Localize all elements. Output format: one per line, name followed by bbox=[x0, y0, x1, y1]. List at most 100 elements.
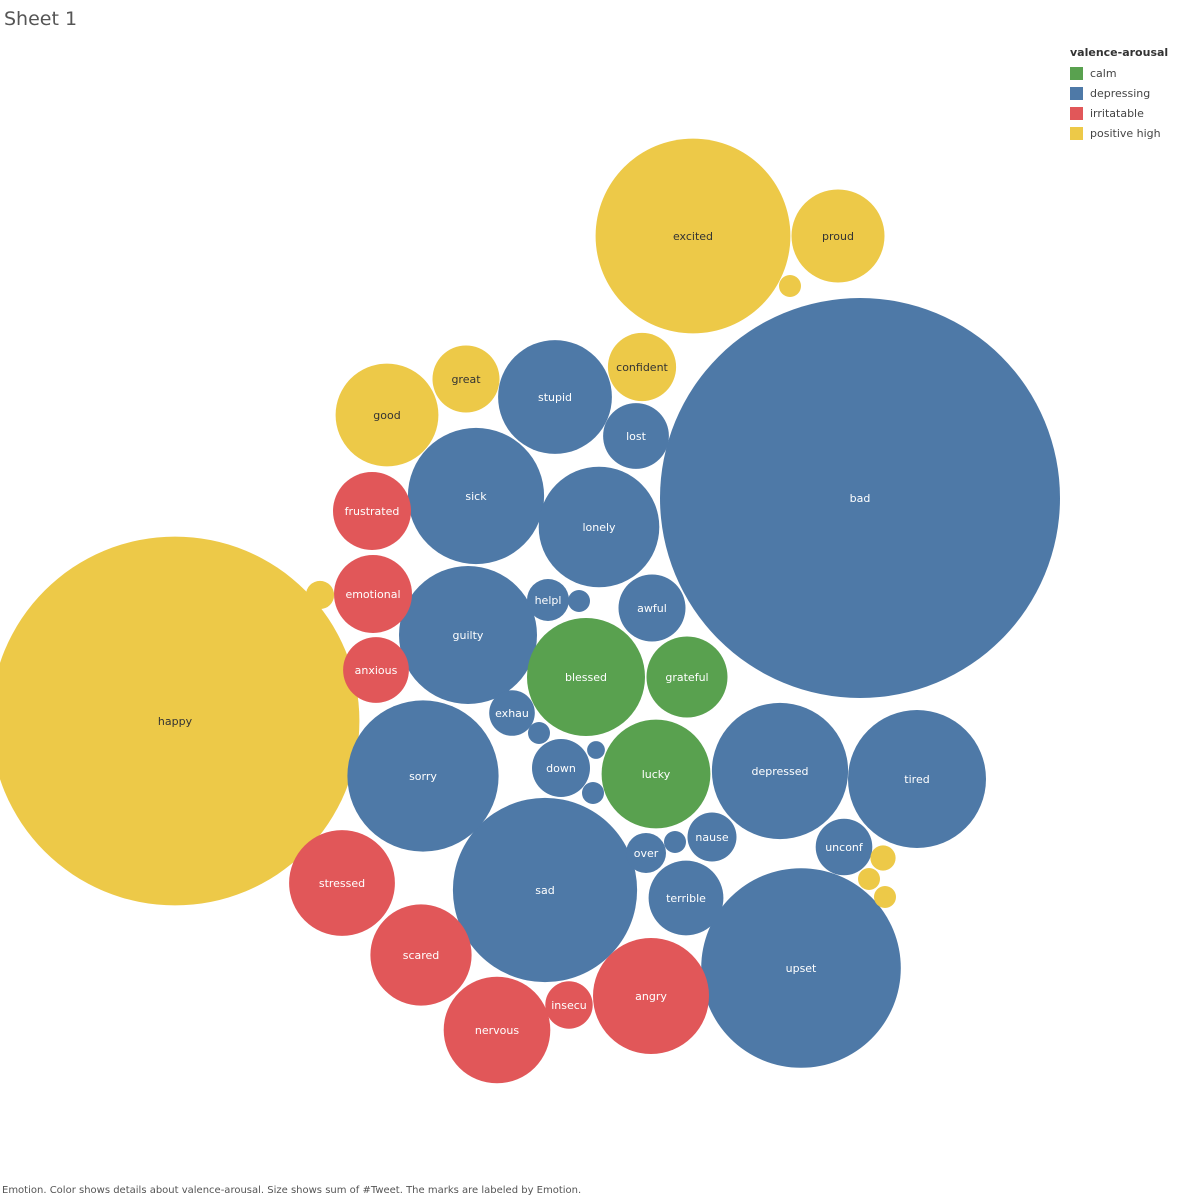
bubble-confident[interactable]: confident bbox=[607, 332, 677, 402]
bubble-tired[interactable]: tired bbox=[848, 710, 986, 848]
legend-item-depressing[interactable]: depressing bbox=[1070, 83, 1168, 103]
bubble-circle[interactable] bbox=[370, 904, 472, 1006]
bubble-circle[interactable] bbox=[527, 579, 569, 621]
bubble-blessed[interactable]: blessed bbox=[527, 618, 645, 736]
bubble-circle[interactable] bbox=[407, 427, 545, 565]
bubble-label: insecu bbox=[551, 999, 587, 1012]
bubble-circle[interactable] bbox=[595, 138, 791, 334]
bubble-circle[interactable] bbox=[701, 868, 901, 1068]
bubble-circle[interactable] bbox=[646, 636, 728, 718]
bubble-circle[interactable] bbox=[711, 702, 849, 840]
bubble-circle[interactable] bbox=[432, 345, 500, 413]
bubble-circle[interactable] bbox=[443, 976, 551, 1084]
bubble-circle[interactable] bbox=[582, 782, 604, 804]
legend-item-irritatable[interactable]: irritatable bbox=[1070, 103, 1168, 123]
bubble-circle[interactable] bbox=[603, 403, 669, 469]
bubble-circle[interactable] bbox=[870, 845, 896, 871]
bubble-circle[interactable] bbox=[687, 812, 737, 862]
bubble-helpl[interactable]: helpl bbox=[527, 579, 569, 621]
bubble-lonely[interactable]: lonely bbox=[538, 466, 660, 588]
bubble-depressed[interactable]: depressed bbox=[711, 702, 849, 840]
bubble-circle[interactable] bbox=[815, 818, 873, 876]
bubble-terrible[interactable]: terrible bbox=[648, 860, 724, 936]
bubble-sick[interactable]: sick bbox=[407, 427, 545, 565]
bubble-circle[interactable] bbox=[858, 868, 880, 890]
bubble-circle[interactable] bbox=[648, 860, 724, 936]
bubble-circle[interactable] bbox=[528, 722, 550, 744]
bubble-unlabeled[interactable] bbox=[858, 868, 880, 890]
bubble-circle[interactable] bbox=[399, 566, 537, 704]
bubble-circle[interactable] bbox=[532, 739, 590, 797]
bubble-sorry[interactable]: sorry bbox=[347, 700, 499, 852]
bubble-circle[interactable] bbox=[593, 938, 709, 1054]
bubble-upset[interactable]: upset bbox=[701, 868, 901, 1068]
bubble-excited[interactable]: excited bbox=[595, 138, 791, 334]
bubble-circle[interactable] bbox=[489, 690, 535, 736]
bubble-grateful[interactable]: grateful bbox=[646, 636, 728, 718]
bubble-proud[interactable]: proud bbox=[791, 189, 885, 283]
bubble-anxious[interactable]: anxious bbox=[343, 637, 409, 703]
bubble-circle[interactable] bbox=[527, 618, 645, 736]
bubble-circle[interactable] bbox=[305, 580, 335, 610]
bubble-circle[interactable] bbox=[498, 340, 612, 454]
bubble-frustrated[interactable]: frustrated bbox=[333, 472, 411, 550]
bubble-unlabeled[interactable] bbox=[874, 886, 896, 908]
bubble-nervous[interactable]: nervous bbox=[443, 976, 551, 1084]
bubble-label: frustrated bbox=[345, 505, 400, 518]
bubble-nause[interactable]: nause bbox=[687, 812, 737, 862]
bubble-label: lost bbox=[626, 430, 647, 443]
bubble-circle[interactable] bbox=[660, 298, 1060, 698]
bubble-circle[interactable] bbox=[791, 189, 885, 283]
bubble-circle[interactable] bbox=[618, 574, 686, 642]
bubble-down[interactable]: down bbox=[532, 739, 590, 797]
bubble-unconf[interactable]: unconf bbox=[815, 818, 873, 876]
bubble-insecu[interactable]: insecu bbox=[545, 981, 593, 1029]
bubble-unlabeled[interactable] bbox=[582, 782, 604, 804]
bubble-circle[interactable] bbox=[333, 472, 411, 550]
bubble-happy[interactable]: happy bbox=[0, 536, 360, 906]
legend-item-calm[interactable]: calm bbox=[1070, 63, 1168, 83]
bubble-unlabeled[interactable] bbox=[664, 831, 686, 853]
bubble-circle[interactable] bbox=[289, 830, 395, 936]
bubble-good[interactable]: good bbox=[335, 363, 439, 467]
bubble-lost[interactable]: lost bbox=[603, 403, 669, 469]
bubble-circle[interactable] bbox=[545, 981, 593, 1029]
legend-item-positive-high[interactable]: positive high bbox=[1070, 123, 1168, 143]
bubble-scared[interactable]: scared bbox=[370, 904, 472, 1006]
bubble-circle[interactable] bbox=[848, 710, 986, 848]
bubble-bad[interactable]: bad bbox=[660, 298, 1060, 698]
bubble-label: guilty bbox=[453, 629, 484, 642]
bubble-unlabeled[interactable] bbox=[779, 275, 801, 297]
bubble-emotional[interactable]: emotional bbox=[334, 555, 412, 633]
bubble-exhau[interactable]: exhau bbox=[489, 690, 535, 736]
bubble-unlabeled[interactable] bbox=[568, 590, 590, 612]
bubble-angry[interactable]: angry bbox=[593, 938, 709, 1054]
bubble-circle[interactable] bbox=[587, 741, 605, 759]
bubble-unlabeled[interactable] bbox=[528, 722, 550, 744]
bubble-circle[interactable] bbox=[334, 555, 412, 633]
bubble-circle[interactable] bbox=[607, 332, 677, 402]
bubble-circle[interactable] bbox=[664, 831, 686, 853]
bubble-lucky[interactable]: lucky bbox=[601, 719, 711, 829]
bubble-circle[interactable] bbox=[568, 590, 590, 612]
bubble-circle[interactable] bbox=[347, 700, 499, 852]
bubble-circle[interactable] bbox=[343, 637, 409, 703]
bubble-great[interactable]: great bbox=[432, 345, 500, 413]
bubble-circle[interactable] bbox=[452, 797, 638, 983]
bubble-unlabeled[interactable] bbox=[305, 580, 335, 610]
bubble-circle[interactable] bbox=[0, 536, 360, 906]
bubble-circle[interactable] bbox=[335, 363, 439, 467]
bubble-unlabeled[interactable] bbox=[870, 845, 896, 871]
bubble-stupid[interactable]: stupid bbox=[498, 340, 612, 454]
bubble-circle[interactable] bbox=[601, 719, 711, 829]
bubble-circle[interactable] bbox=[874, 886, 896, 908]
bubble-awful[interactable]: awful bbox=[618, 574, 686, 642]
bubble-circle[interactable] bbox=[626, 833, 666, 873]
bubble-over[interactable]: over bbox=[626, 833, 666, 873]
bubble-sad[interactable]: sad bbox=[452, 797, 638, 983]
bubble-guilty[interactable]: guilty bbox=[399, 566, 537, 704]
bubble-circle[interactable] bbox=[538, 466, 660, 588]
bubble-stressed[interactable]: stressed bbox=[289, 830, 395, 936]
bubble-circle[interactable] bbox=[779, 275, 801, 297]
bubble-unlabeled[interactable] bbox=[587, 741, 605, 759]
